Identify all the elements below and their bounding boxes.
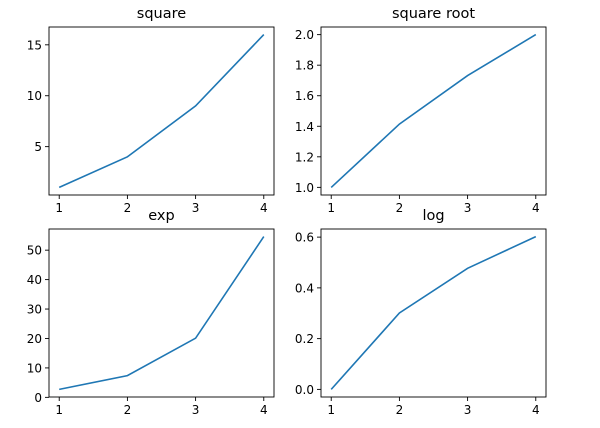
x-tick-label: 3 — [464, 201, 472, 215]
y-tick-label: 40 — [27, 273, 42, 287]
y-tick-label: 15 — [27, 38, 42, 52]
y-tick-label: 0.2 — [295, 332, 314, 346]
axes-frame — [320, 26, 547, 196]
y-tick-label: 0.0 — [295, 383, 314, 397]
y-tick-label: 20 — [27, 332, 42, 346]
y-tick-label: 50 — [27, 244, 42, 258]
x-tick-label: 4 — [260, 201, 268, 215]
series-line — [330, 33, 537, 188]
x-tick-label: 1 — [327, 201, 335, 215]
y-tick-label: 10 — [27, 361, 42, 375]
x-tick-label: 3 — [192, 201, 200, 215]
axes-frame — [48, 26, 275, 196]
x-tick-label: 3 — [192, 403, 200, 417]
x-tick-label: 2 — [124, 201, 132, 215]
subplot-2: 1 2 3 4 1.0 1.2 1.4 1.6 1.8 2.0 square root — [295, 6, 547, 215]
x-tick-label: 2 — [396, 403, 404, 417]
subplot-title: square root — [392, 6, 475, 22]
y-tick-label: 0.4 — [295, 281, 314, 295]
y-tick-label: 1.4 — [295, 120, 314, 134]
subplot-title: square — [137, 6, 186, 22]
y-tick-label: 0.6 — [295, 231, 314, 245]
series-line — [58, 34, 265, 189]
subplot-title: exp — [148, 208, 174, 224]
subplot-title: log — [422, 208, 444, 224]
x-tick-label: 2 — [124, 403, 132, 417]
y-tick-label: 0 — [34, 391, 42, 405]
y-tick-label: 1.6 — [295, 89, 314, 103]
x-tick-label: 4 — [260, 403, 268, 417]
y-tick-label: 1.8 — [295, 59, 314, 73]
axes-frame — [48, 228, 275, 398]
y-tick-label: 1.0 — [295, 181, 314, 195]
x-tick-label: 1 — [55, 403, 63, 417]
x-tick-label: 2 — [396, 201, 404, 215]
y-tick-label: 5 — [34, 140, 42, 154]
series-line — [59, 236, 265, 391]
y-tick-label: 10 — [27, 89, 42, 103]
y-tick-label: 30 — [27, 303, 42, 317]
subplot-4: 1 2 3 4 0.0 0.2 0.4 0.6 log — [295, 208, 547, 417]
x-tick-label: 4 — [532, 201, 540, 215]
y-tick-label: 2.0 — [295, 28, 314, 42]
x-tick-label: 4 — [532, 403, 540, 417]
axes-frame — [320, 228, 547, 398]
x-tick-label: 3 — [464, 403, 472, 417]
y-tick-label: 1.2 — [295, 150, 314, 164]
x-tick-label: 1 — [55, 201, 63, 215]
x-tick-label: 1 — [327, 403, 335, 417]
subplot-1: 1 2 3 4 5 10 15 square — [27, 6, 275, 215]
series-line — [330, 235, 537, 390]
